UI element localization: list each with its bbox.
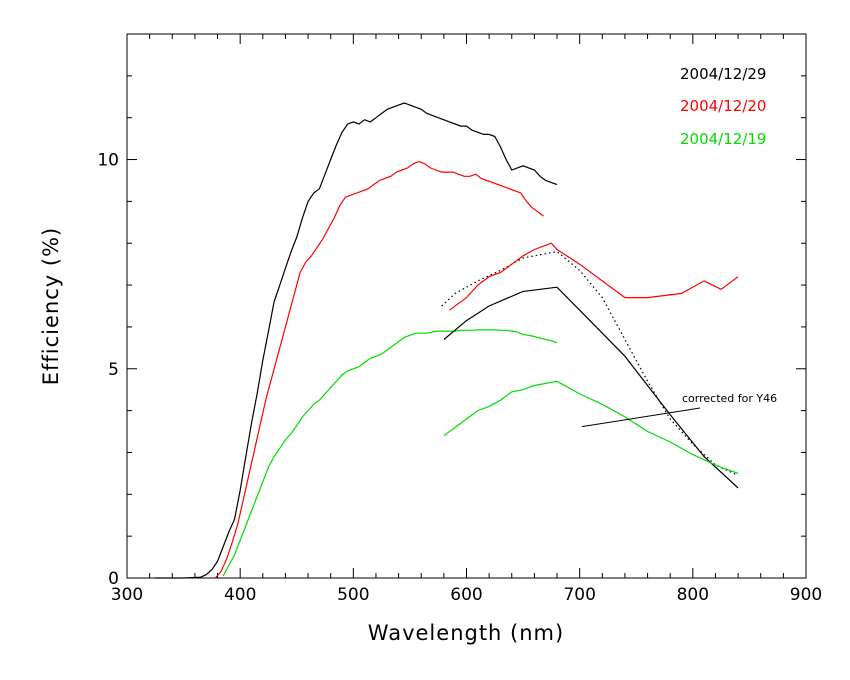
y-tick-label: 5	[108, 360, 119, 380]
series-line-4	[443, 286, 739, 489]
y-tick-label: 0	[108, 569, 119, 589]
annotation-leader-line	[581, 407, 701, 428]
y-tick-label: 10	[97, 151, 119, 171]
series-line-6	[449, 242, 739, 311]
series-line-2	[214, 160, 544, 579]
legend-entry-3: 2004/12/19	[680, 130, 766, 148]
x-axis-ticks: 300 400 500 600 700 800 900	[111, 34, 822, 605]
x-tick-label: 300	[111, 585, 143, 605]
x-tick-label: 400	[224, 585, 256, 605]
legend-entry-1: 2004/12/29	[680, 65, 766, 83]
annotation: corrected for Y46	[581, 392, 777, 428]
legend-entry-2: 2004/12/20	[680, 97, 766, 115]
x-tick-label: 700	[563, 585, 595, 605]
series-line-5	[441, 250, 739, 477]
x-tick-label: 900	[790, 585, 822, 605]
series-layer	[155, 102, 739, 579]
series-line-3	[222, 329, 558, 577]
annotation-text: corrected for Y46	[682, 392, 777, 405]
y-axis-ticks: 0 5 10	[97, 33, 806, 589]
x-tick-label: 800	[677, 585, 709, 605]
x-tick-label: 600	[450, 585, 482, 605]
legend: 2004/12/29 2004/12/20 2004/12/19	[680, 65, 766, 148]
x-axis-title: Wavelength (nm)	[368, 621, 564, 645]
y-axis-title: Efficiency (%)	[39, 227, 63, 386]
series-line-1	[155, 102, 558, 579]
series-line-7	[443, 380, 739, 474]
x-tick-label: 500	[337, 585, 369, 605]
plot-frame	[126, 33, 807, 579]
